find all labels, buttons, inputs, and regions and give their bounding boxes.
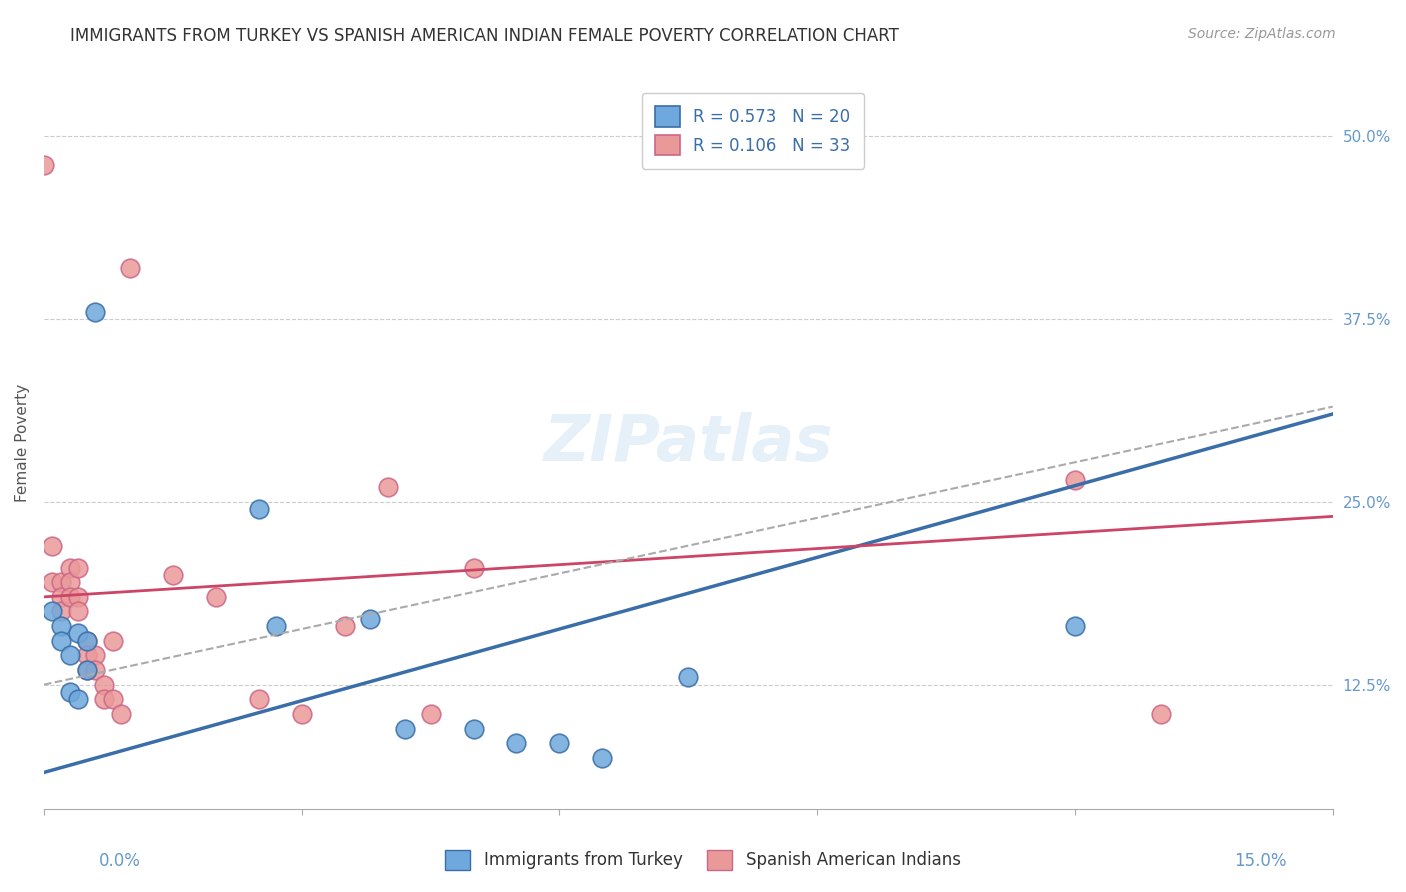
- Point: [84, 304, 107, 318]
- Point: [49, 590, 72, 604]
- Point: [67, 590, 90, 604]
- Point: [1150, 706, 1173, 721]
- Text: ZIPatlas: ZIPatlas: [544, 412, 834, 475]
- Point: [76, 663, 98, 677]
- Point: [333, 619, 356, 633]
- Text: IMMIGRANTS FROM TURKEY VS SPANISH AMERICAN INDIAN FEMALE POVERTY CORRELATION CHA: IMMIGRANTS FROM TURKEY VS SPANISH AMERIC…: [70, 27, 900, 45]
- Point: [505, 736, 527, 750]
- Legend: Immigrants from Turkey, Spanish American Indians: Immigrants from Turkey, Spanish American…: [439, 843, 967, 877]
- Point: [67, 692, 90, 706]
- Point: [101, 633, 124, 648]
- Point: [1064, 473, 1087, 487]
- Point: [67, 560, 90, 574]
- Point: [359, 612, 381, 626]
- Point: [377, 480, 399, 494]
- Point: [162, 568, 184, 582]
- Text: 0.0%: 0.0%: [98, 852, 141, 870]
- Point: [1064, 619, 1087, 633]
- Point: [76, 663, 98, 677]
- Point: [419, 706, 441, 721]
- Point: [67, 605, 90, 619]
- Point: [110, 706, 132, 721]
- Point: [678, 670, 700, 684]
- Text: 15.0%: 15.0%: [1234, 852, 1286, 870]
- Point: [118, 260, 141, 275]
- Point: [93, 678, 115, 692]
- Point: [204, 590, 226, 604]
- Point: [59, 648, 82, 663]
- Point: [49, 575, 72, 590]
- Point: [41, 605, 63, 619]
- Point: [59, 575, 82, 590]
- Legend: R = 0.573   N = 20, R = 0.106   N = 33: R = 0.573 N = 20, R = 0.106 N = 33: [641, 93, 863, 169]
- Point: [93, 692, 115, 706]
- Point: [59, 590, 82, 604]
- Point: [49, 605, 72, 619]
- Point: [84, 648, 107, 663]
- Point: [548, 736, 571, 750]
- Y-axis label: Female Poverty: Female Poverty: [15, 384, 30, 502]
- Point: [101, 692, 124, 706]
- Point: [32, 158, 55, 172]
- Point: [76, 648, 98, 663]
- Point: [463, 560, 485, 574]
- Text: Source: ZipAtlas.com: Source: ZipAtlas.com: [1188, 27, 1336, 41]
- Point: [41, 575, 63, 590]
- Point: [463, 722, 485, 736]
- Point: [76, 633, 98, 648]
- Point: [394, 722, 416, 736]
- Point: [41, 539, 63, 553]
- Point: [247, 502, 270, 516]
- Point: [59, 685, 82, 699]
- Point: [591, 751, 613, 765]
- Point: [49, 633, 72, 648]
- Point: [264, 619, 287, 633]
- Point: [247, 692, 270, 706]
- Point: [59, 560, 82, 574]
- Point: [291, 706, 314, 721]
- Point: [49, 619, 72, 633]
- Point: [84, 663, 107, 677]
- Point: [67, 626, 90, 640]
- Point: [76, 633, 98, 648]
